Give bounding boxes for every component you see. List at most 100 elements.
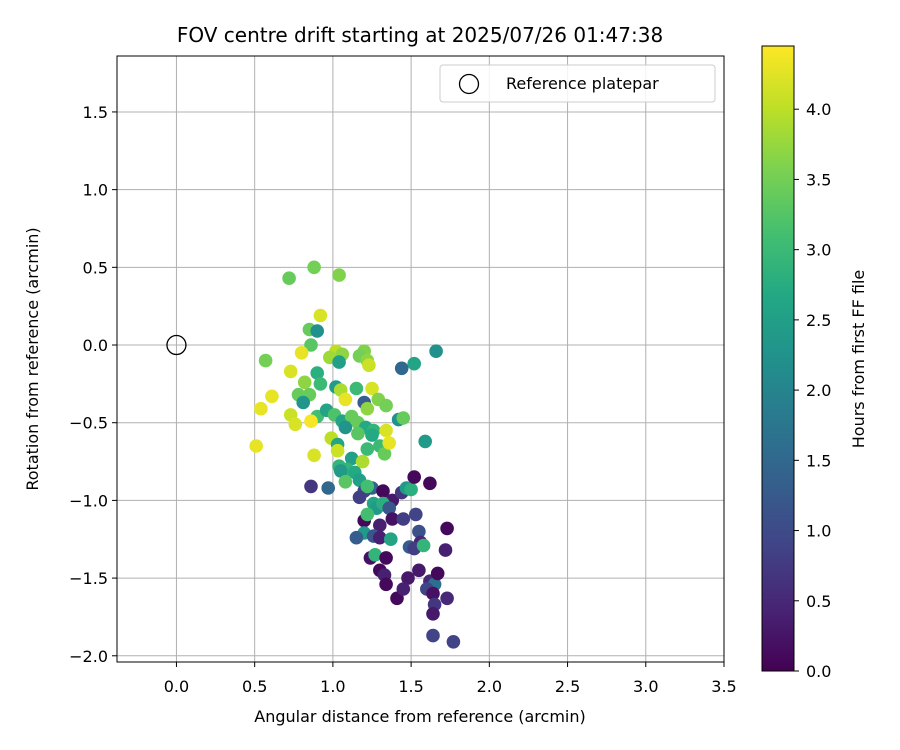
data-point: [332, 268, 346, 282]
data-point: [321, 481, 336, 495]
data-point: [365, 381, 379, 396]
x-tick-label: 0.0: [164, 677, 189, 696]
data-point: [396, 582, 411, 596]
data-point: [404, 482, 418, 497]
data-point: [349, 381, 364, 396]
colorbar-tick-label: 2.5: [806, 311, 831, 330]
data-point: [379, 577, 393, 592]
colorbar-label: Hours from first FF file: [849, 270, 868, 449]
colorbar-tick-label: 0.0: [806, 662, 831, 681]
x-tick-label: 2.0: [477, 677, 502, 696]
data-point: [401, 571, 415, 585]
legend-marker-icon: [458, 73, 480, 95]
data-point: [360, 507, 375, 522]
data-point: [362, 358, 376, 373]
data-point: [304, 479, 318, 494]
data-point: [282, 271, 296, 286]
plot-frame: [116, 55, 725, 663]
data-point: [426, 628, 440, 643]
data-point: [373, 530, 387, 545]
y-tick-label: 1.0: [83, 181, 108, 200]
data-point: [396, 512, 411, 526]
data-point: [307, 448, 321, 463]
data-point: [376, 484, 390, 498]
data-point: [310, 324, 325, 338]
legend: Reference platepar: [439, 64, 716, 103]
data-point: [368, 548, 382, 562]
data-point: [304, 414, 318, 429]
data-point: [297, 375, 312, 390]
colorbar-gradient: [761, 45, 795, 672]
legend-label: Reference platepar: [506, 74, 659, 93]
reference-marker: [166, 334, 187, 356]
x-axis: 0.0 0.5 1.0 1.5 2.0 2.5 3.0 3.5: [164, 662, 737, 696]
data-point: [338, 475, 353, 489]
colorbar-tick-label: 1.5: [806, 451, 831, 470]
data-point: [379, 551, 393, 565]
data-point: [360, 442, 375, 456]
data-point: [288, 417, 303, 432]
data-point: [310, 366, 325, 380]
data-point: [438, 543, 453, 557]
data-point: [265, 389, 279, 404]
reference-point: [166, 334, 187, 356]
data-point: [338, 392, 353, 407]
data-point: [426, 607, 440, 621]
chart-title: FOV centre drift starting at 2025/07/26 …: [177, 23, 663, 47]
y-tick-label: 0.5: [83, 258, 108, 277]
y-tick-label: 0.0: [83, 336, 108, 355]
data-point: [423, 476, 437, 491]
data-point: [412, 524, 426, 539]
data-point: [258, 353, 273, 368]
data-point: [254, 401, 268, 416]
colorbar-tick-label: 4.0: [806, 100, 831, 119]
x-tick-label: 1.5: [398, 677, 423, 696]
data-point: [360, 479, 375, 494]
data-point: [396, 411, 411, 425]
data-point: [382, 501, 397, 515]
data-point: [407, 356, 422, 371]
y-tick-label: −2.0: [69, 647, 108, 666]
data-point: [446, 635, 461, 649]
y-tick-label: −1.0: [69, 491, 108, 510]
data-point: [313, 308, 328, 323]
plot-background: [117, 56, 724, 662]
colorbar-tick-label: 1.0: [806, 522, 831, 541]
data-points: [249, 260, 461, 649]
data-point: [365, 428, 379, 442]
y-tick-label: −1.5: [69, 569, 108, 588]
data-point: [294, 346, 309, 360]
data-point: [440, 521, 454, 536]
data-point: [307, 260, 321, 275]
x-tick-label: 3.0: [633, 677, 658, 696]
y-tick-label: −0.5: [69, 414, 108, 433]
data-point: [430, 566, 445, 581]
data-point: [338, 420, 353, 435]
colorbar-tick-label: 3.5: [806, 170, 831, 189]
data-point: [379, 398, 393, 413]
data-point: [429, 344, 443, 359]
data-point: [296, 395, 311, 410]
data-point: [333, 464, 348, 478]
x-tick-label: 0.5: [242, 677, 267, 696]
data-point: [407, 470, 422, 484]
data-point: [313, 377, 328, 391]
colorbar-tick-label: 3.0: [806, 241, 831, 260]
data-point: [355, 454, 370, 469]
data-point: [394, 361, 409, 376]
colorbar: 0.0 0.5 1.0 1.5 2.0 2.5 3.0 3.5 4.0: [761, 45, 831, 681]
legend-box: [439, 64, 716, 103]
data-point: [382, 436, 397, 450]
data-point: [379, 423, 393, 438]
data-point: [304, 338, 318, 352]
x-tick-label: 1.0: [320, 677, 345, 696]
data-point: [351, 426, 365, 441]
colorbar-tick-label: 2.0: [806, 381, 831, 400]
data-point: [418, 434, 433, 449]
x-tick-label: 3.5: [711, 677, 736, 696]
data-point: [412, 563, 426, 578]
data-point: [377, 447, 392, 461]
x-axis-label: Angular distance from reference (arcmin): [254, 707, 585, 726]
plot-area: [116, 55, 725, 663]
